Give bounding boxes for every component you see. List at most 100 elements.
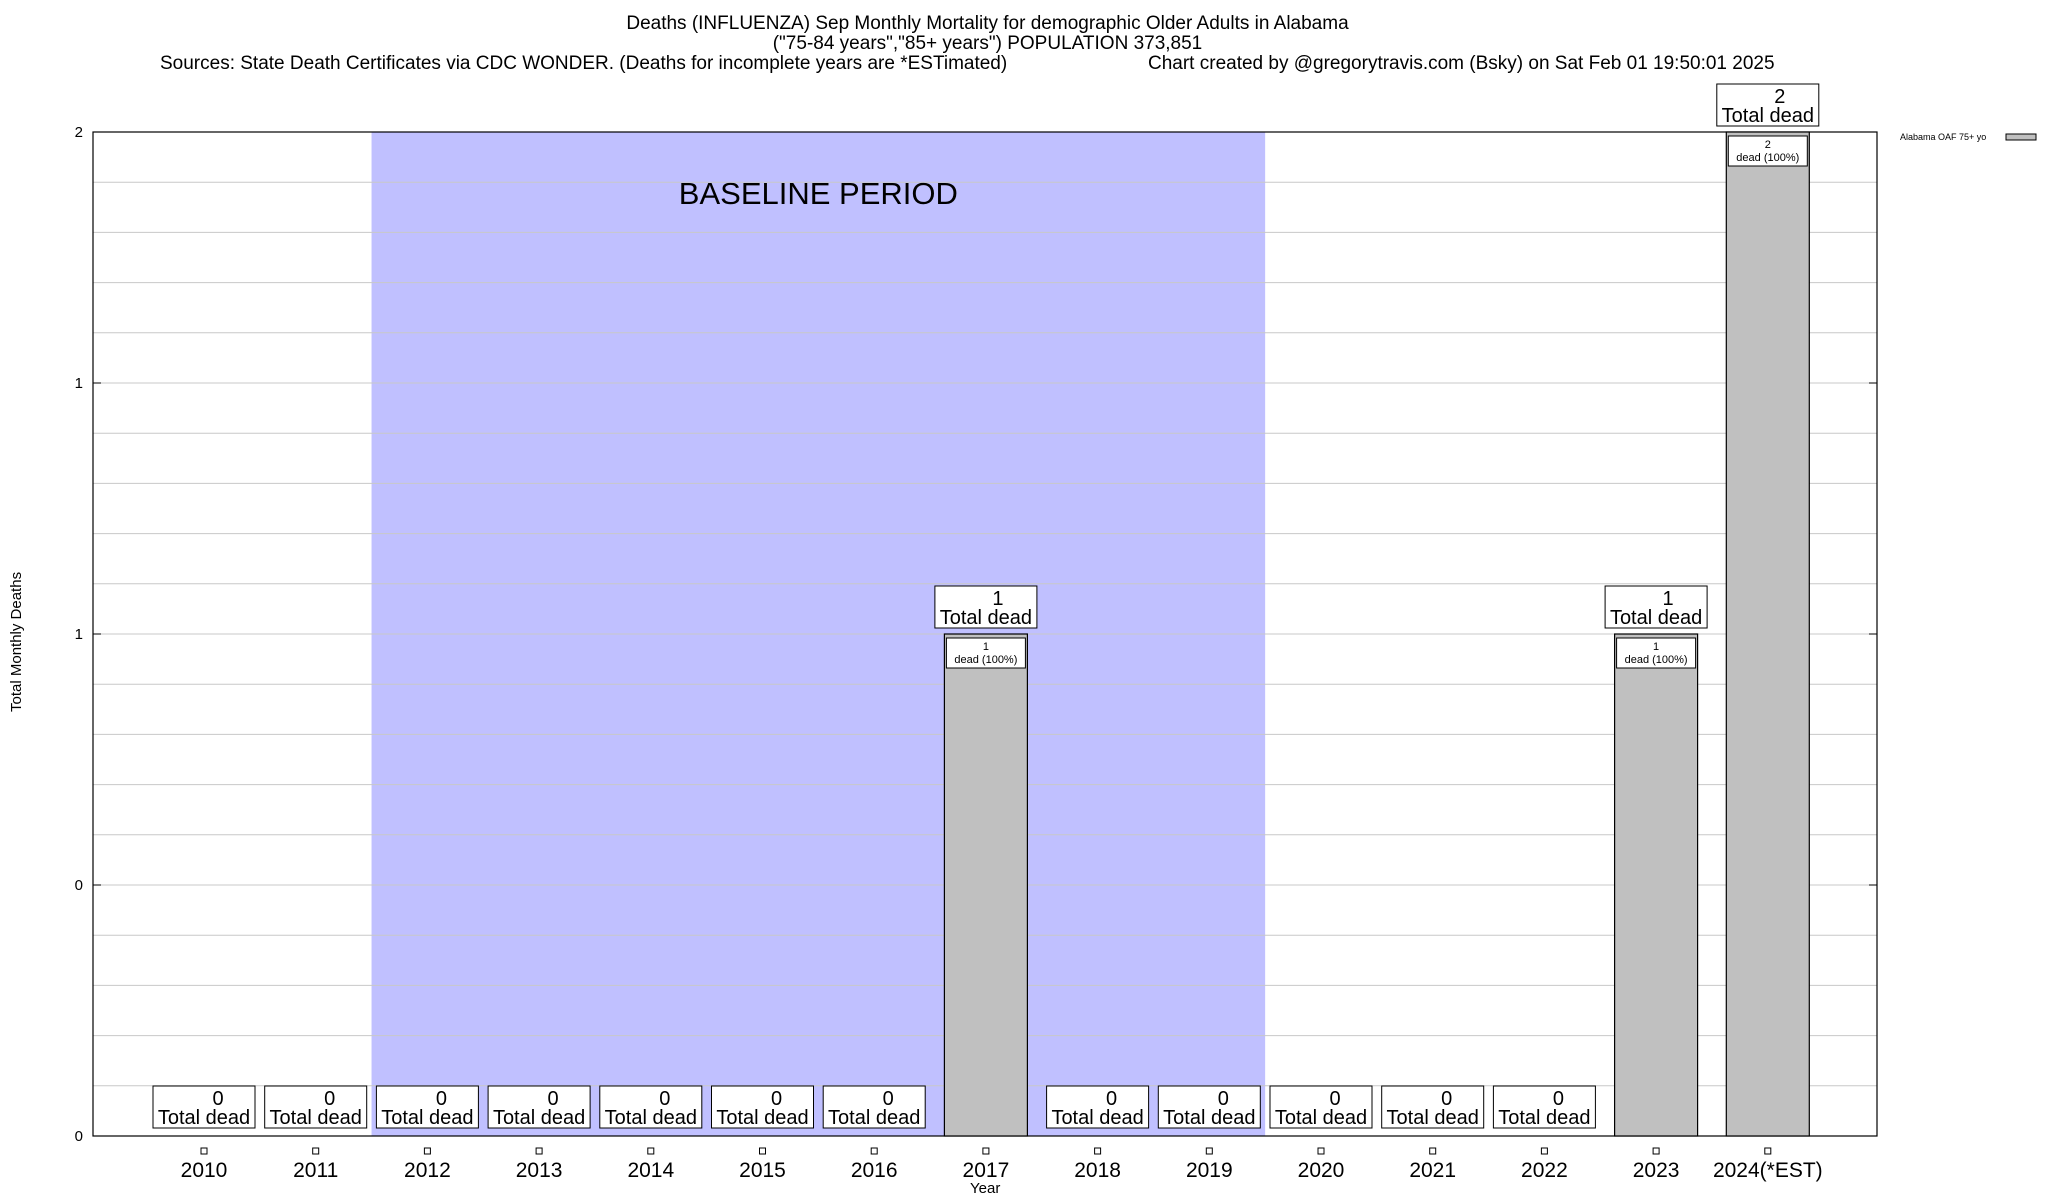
total-value: 0 [659,1088,670,1110]
x-marker [647,1147,655,1155]
bar-inner-label: dead (100%) [1736,152,1799,164]
x-marker [1652,1147,1660,1155]
x-tick-label: 2016 [851,1159,898,1182]
x-marker [1764,1147,1772,1155]
total-label-box [1046,1085,1150,1129]
total-label: Total dead [605,1107,697,1129]
y-tick-label: 0 [75,877,83,894]
bar-inner-value: 1 [983,641,989,653]
total-label: Total dead [1275,1107,1367,1129]
x-marker [200,1147,208,1155]
x-tick-label: 2022 [1521,1159,1568,1182]
total-label-box [487,1085,591,1129]
x-tick-label: 2021 [1409,1159,1456,1182]
x-marker [870,1147,878,1155]
total-label: Total dead [1163,1107,1255,1129]
total-value: 0 [1553,1088,1564,1110]
total-value: 0 [883,1088,894,1110]
total-label: Total dead [1722,105,1814,127]
x-marker [423,1147,431,1155]
x-tick-label: 2013 [516,1159,563,1182]
total-label-box [264,1085,368,1129]
total-value: 1 [992,588,1003,610]
bar [1725,131,1810,1137]
y-tick-label: 2 [75,124,83,141]
chart-title: Deaths (INFLUENZA) Sep Monthly Mortality… [626,13,1349,34]
total-value: 0 [1329,1088,1340,1110]
bar-inner-value: 1 [1653,641,1659,653]
total-label: Total dead [158,1107,250,1129]
x-marker [1540,1147,1548,1155]
total-label: Total dead [940,607,1032,629]
x-marker [1429,1147,1437,1155]
total-label-box [1381,1085,1485,1129]
x-tick-label: 2012 [404,1159,451,1182]
total-label: Total dead [270,1107,362,1129]
x-tick-label: 2020 [1298,1159,1345,1182]
legend-label: Alabama OAF 75+ yo [1900,132,1987,142]
y-tick-label: 0 [75,1128,83,1145]
x-tick-label: 2011 [293,1159,338,1182]
x-marker [982,1147,990,1155]
bar [1613,633,1699,1137]
total-value: 0 [436,1088,447,1110]
x-tick-label: 2018 [1074,1159,1121,1182]
chart-subtitle: ("75-84 years","85+ years") POPULATION 3… [772,33,1203,54]
bar-inner-value: 2 [1765,139,1771,151]
total-label-box [711,1085,814,1129]
total-label-box [822,1085,926,1129]
x-tick-label: 2017 [963,1159,1010,1182]
x-tick-label: 2019 [1186,1159,1233,1182]
total-label: Total dead [1498,1107,1590,1129]
total-label-box [1716,83,1820,127]
y-tick-label: 1 [75,375,83,392]
x-tick-label: 2015 [739,1159,786,1182]
total-value: 2 [1774,86,1785,108]
legend-swatch [2005,133,2037,141]
bar [943,633,1029,1137]
total-value: 0 [1106,1088,1117,1110]
total-label: Total dead [381,1107,473,1129]
total-label-box [375,1085,479,1129]
x-tick-label: 2014 [627,1159,674,1182]
x-tick-label: 2010 [181,1159,228,1182]
total-label-box [1269,1085,1373,1129]
baseline-label: BASELINE PERIOD [679,176,958,211]
x-marker [1094,1147,1102,1155]
chart-sources: Sources: State Death Certificates via CD… [160,53,1008,74]
bar-inner-label: dead (100%) [1625,654,1688,666]
total-label-box [152,1085,256,1129]
total-value: 1 [1663,588,1674,610]
total-label-box [934,585,1038,629]
x-tick-label: 2024(*EST) [1713,1159,1823,1182]
x-marker [312,1147,320,1155]
total-label: Total dead [1610,607,1702,629]
total-label: Total dead [828,1107,920,1129]
total-label-box [1157,1085,1261,1129]
x-axis-label: Year [970,1180,1001,1197]
bar-inner-label-box [945,637,1026,669]
bar-inner-label-box [1727,135,1808,167]
x-marker [1205,1147,1213,1155]
total-value: 0 [1218,1088,1229,1110]
total-value: 0 [324,1088,335,1110]
x-marker [1317,1147,1325,1155]
total-label-box [599,1085,703,1129]
x-tick-label: 2023 [1633,1159,1680,1182]
total-value: 0 [771,1088,782,1110]
total-label: Total dead [1051,1107,1143,1129]
x-marker [759,1147,766,1155]
total-label: Total dead [716,1107,808,1129]
total-label-box [1492,1085,1596,1129]
total-label: Total dead [493,1107,585,1129]
bar-inner-label-box [1616,637,1697,669]
total-value: 0 [212,1088,223,1110]
y-tick-label: 1 [75,626,83,643]
y-axis-label: Total Monthly Deaths [8,571,25,712]
total-label: Total dead [1387,1107,1479,1129]
total-label-box [1604,585,1708,629]
chart-credit: Chart created by @gregorytravis.com (Bsk… [1148,53,1775,74]
x-marker [535,1147,543,1155]
bar-inner-label: dead (100%) [954,654,1017,666]
